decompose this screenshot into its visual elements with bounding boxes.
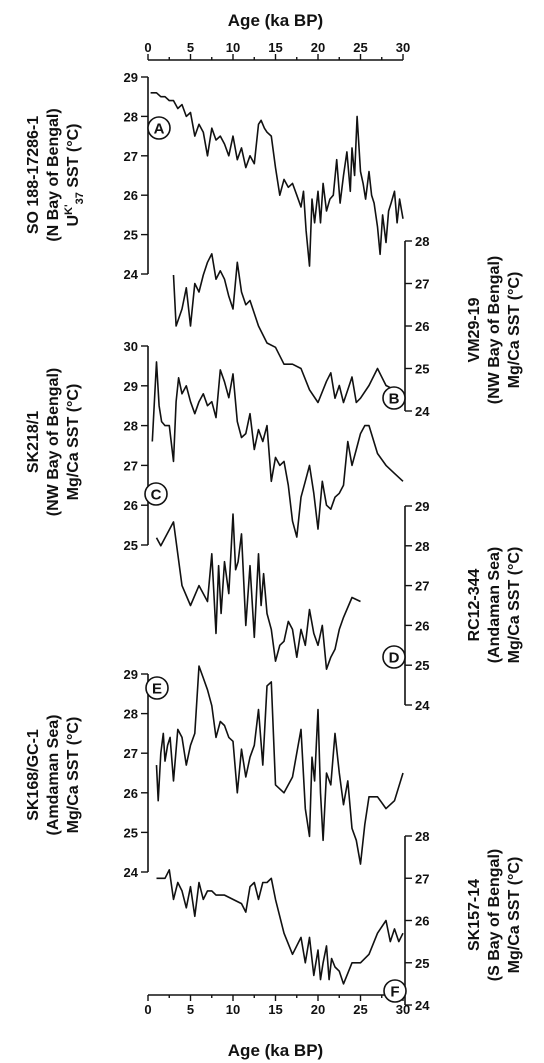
panel-c: 25 26 27 28 29 30 SK218/1 (NW Bay of Bengal) Mg/… — [25, 339, 404, 553]
y-tick-label: 26 — [124, 188, 138, 203]
y-tick-label: 26 — [124, 498, 138, 513]
bottom-x-tick-label: 30 — [396, 1002, 410, 1017]
y-axis-title: SK157-14 (S Bay of Bengal) Mg/Ca SST (°C) — [466, 849, 523, 981]
panel-badge-label: F — [390, 984, 399, 1001]
panel-badge-label: B — [389, 391, 400, 408]
series-line-b — [172, 253, 404, 404]
y-axis-title-line: (N Bay of Bengal) — [45, 108, 62, 241]
panel-badge-circle — [382, 386, 406, 410]
y-tick-label: 24 — [124, 865, 139, 880]
series-line-d — [155, 513, 361, 671]
top-x-tick-label: 5 — [187, 40, 194, 55]
y-tick-label: 25 — [124, 538, 138, 553]
panel-a: 24 25 26 27 28 29 SO 188-17286-1 (N Bay of Beng… — [25, 70, 404, 282]
y-tick-label: 29 — [124, 70, 138, 85]
top-x-tick-label: 30 — [396, 40, 410, 55]
y-axis-title-line: SK218/1 — [25, 411, 42, 473]
top-x-tick-label: 20 — [311, 40, 325, 55]
panel-d: 24 25 26 27 28 29 RC12-344 (Andaman Sea) Mg/Ca S… — [155, 499, 523, 713]
panel-badge-circle — [145, 676, 169, 700]
bottom-x-tick-label: 0 — [144, 1002, 151, 1017]
bottom-x-tick-label: 15 — [268, 1002, 282, 1017]
y-axis-title-line: (Amdaman Sea) — [45, 715, 62, 836]
series-line-f — [156, 868, 404, 985]
y-tick-label: 28 — [415, 234, 429, 249]
y-axis-title-line: SK168/GC-1 — [25, 729, 42, 821]
y-tick-label: 24 — [124, 267, 139, 282]
y-tick-label: 28 — [124, 109, 138, 124]
y-tick-label: 24 — [415, 404, 430, 419]
panel-e: 24 25 26 27 28 29 SK168/GC-1 (Amdaman Sea) Mg/Ca… — [25, 665, 404, 880]
y-tick-label: 28 — [415, 829, 429, 844]
y-axis-title-line: UK'37 SST (°C) — [63, 124, 86, 227]
y-tick-label: 27 — [124, 149, 138, 164]
bottom-x-tick-label: 5 — [187, 1002, 194, 1017]
y-tick-label: 28 — [124, 419, 138, 434]
y-tick-label: 26 — [124, 786, 138, 801]
y-axis-title-line: RC12-344 — [466, 568, 483, 641]
y-tick-label: 25 — [415, 956, 429, 971]
y-tick-label: 25 — [415, 658, 429, 673]
y-axis-title: RC12-344 (Andaman Sea) Mg/Ca SST (°C) — [466, 547, 523, 664]
top-x-axis-title: Age (ka BP) — [228, 11, 323, 30]
y-axis-title-line: (Andaman Sea) — [486, 547, 503, 663]
y-axis-title-line: Mg/Ca SST (°C) — [506, 857, 523, 974]
y-tick-label: 24 — [415, 698, 430, 713]
panel-badge-label: C — [151, 487, 162, 504]
y-tick-label: 28 — [124, 707, 138, 722]
y-tick-label: 28 — [415, 539, 429, 554]
y-tick-label: 27 — [124, 746, 138, 761]
panel-badge-label: D — [389, 650, 400, 667]
series-line-c — [151, 361, 404, 538]
panel-badge-circle — [144, 482, 168, 506]
y-tick-label: 25 — [124, 825, 138, 840]
panel-b: 24 25 26 27 28 VM29-19 (NW Bay of Bengal) Mg/Ca… — [172, 234, 523, 419]
y-tick-label: 29 — [124, 667, 138, 682]
y-axis-title-line: SK157-14 — [466, 879, 483, 951]
y-tick-label: 29 — [415, 499, 429, 514]
top-x-tick-label: 0 — [144, 40, 151, 55]
y-axis-title-line: Mg/Ca SST (°C) — [506, 547, 523, 664]
y-axis-title: VM29-19 (NW Bay of Bengal) Mg/Ca SST (°C) — [466, 256, 523, 404]
y-axis-title: SK168/GC-1 (Amdaman Sea) Mg/Ca SST (°C) — [25, 715, 82, 836]
y-tick-label: 26 — [415, 319, 429, 334]
y-tick-label: 30 — [124, 339, 138, 354]
y-axis-title-line: Mg/Ca SST (°C) — [65, 384, 82, 501]
series-line-e — [155, 665, 404, 865]
y-axis-title-line: (S Bay of Bengal) — [486, 849, 503, 981]
y-tick-label: 25 — [415, 362, 429, 377]
y-axis-title-line: (NW Bay of Bengal) — [45, 368, 62, 516]
y-tick-label: 26 — [415, 618, 429, 633]
panel-badge-circle — [382, 645, 406, 669]
y-tick-label: 27 — [415, 277, 429, 292]
top-x-tick-label: 25 — [353, 40, 367, 55]
y-tick-label: 27 — [415, 871, 429, 886]
bottom-x-tick-label: 25 — [353, 1002, 367, 1017]
bottom-x-tick-label: 20 — [311, 1002, 325, 1017]
bottom-x-tick-label: 10 — [226, 1002, 240, 1017]
y-axis-title-line: (NW Bay of Bengal) — [486, 256, 503, 404]
panel-badge-circle — [383, 979, 407, 1003]
top-x-tick-label: 15 — [268, 40, 282, 55]
y-axis-title: SK218/1 (NW Bay of Bengal) Mg/Ca SST (°C) — [25, 368, 82, 516]
y-tick-label: 27 — [124, 458, 138, 473]
panel-badge-label: A — [154, 121, 165, 138]
y-tick-label: 24 — [415, 998, 430, 1013]
y-tick-label: 27 — [415, 579, 429, 594]
y-axis-title-line: Mg/Ca SST (°C) — [506, 272, 523, 389]
panel-f: 24 25 26 27 28 SK157-14 (S Bay of Bengal) Mg/Ca… — [156, 829, 523, 1013]
panel-badge-label: E — [152, 681, 162, 698]
top-x-tick-label: 10 — [226, 40, 240, 55]
y-tick-label: 29 — [124, 379, 138, 394]
y-axis-title-line: Mg/Ca SST (°C) — [65, 717, 82, 834]
y-axis-title: SO 188-17286-1 (N Bay of Bengal) UK'37 SST… — [25, 108, 86, 241]
y-axis-title-line: VM29-19 — [466, 297, 483, 362]
panel-badge-circle — [147, 116, 171, 140]
bottom-x-axis-title: Age (ka BP) — [228, 1041, 323, 1060]
y-tick-label: 25 — [124, 228, 138, 243]
y-axis-title-line: SO 188-17286-1 — [25, 116, 42, 234]
series-line-a — [150, 92, 404, 267]
y-tick-label: 26 — [415, 914, 429, 929]
